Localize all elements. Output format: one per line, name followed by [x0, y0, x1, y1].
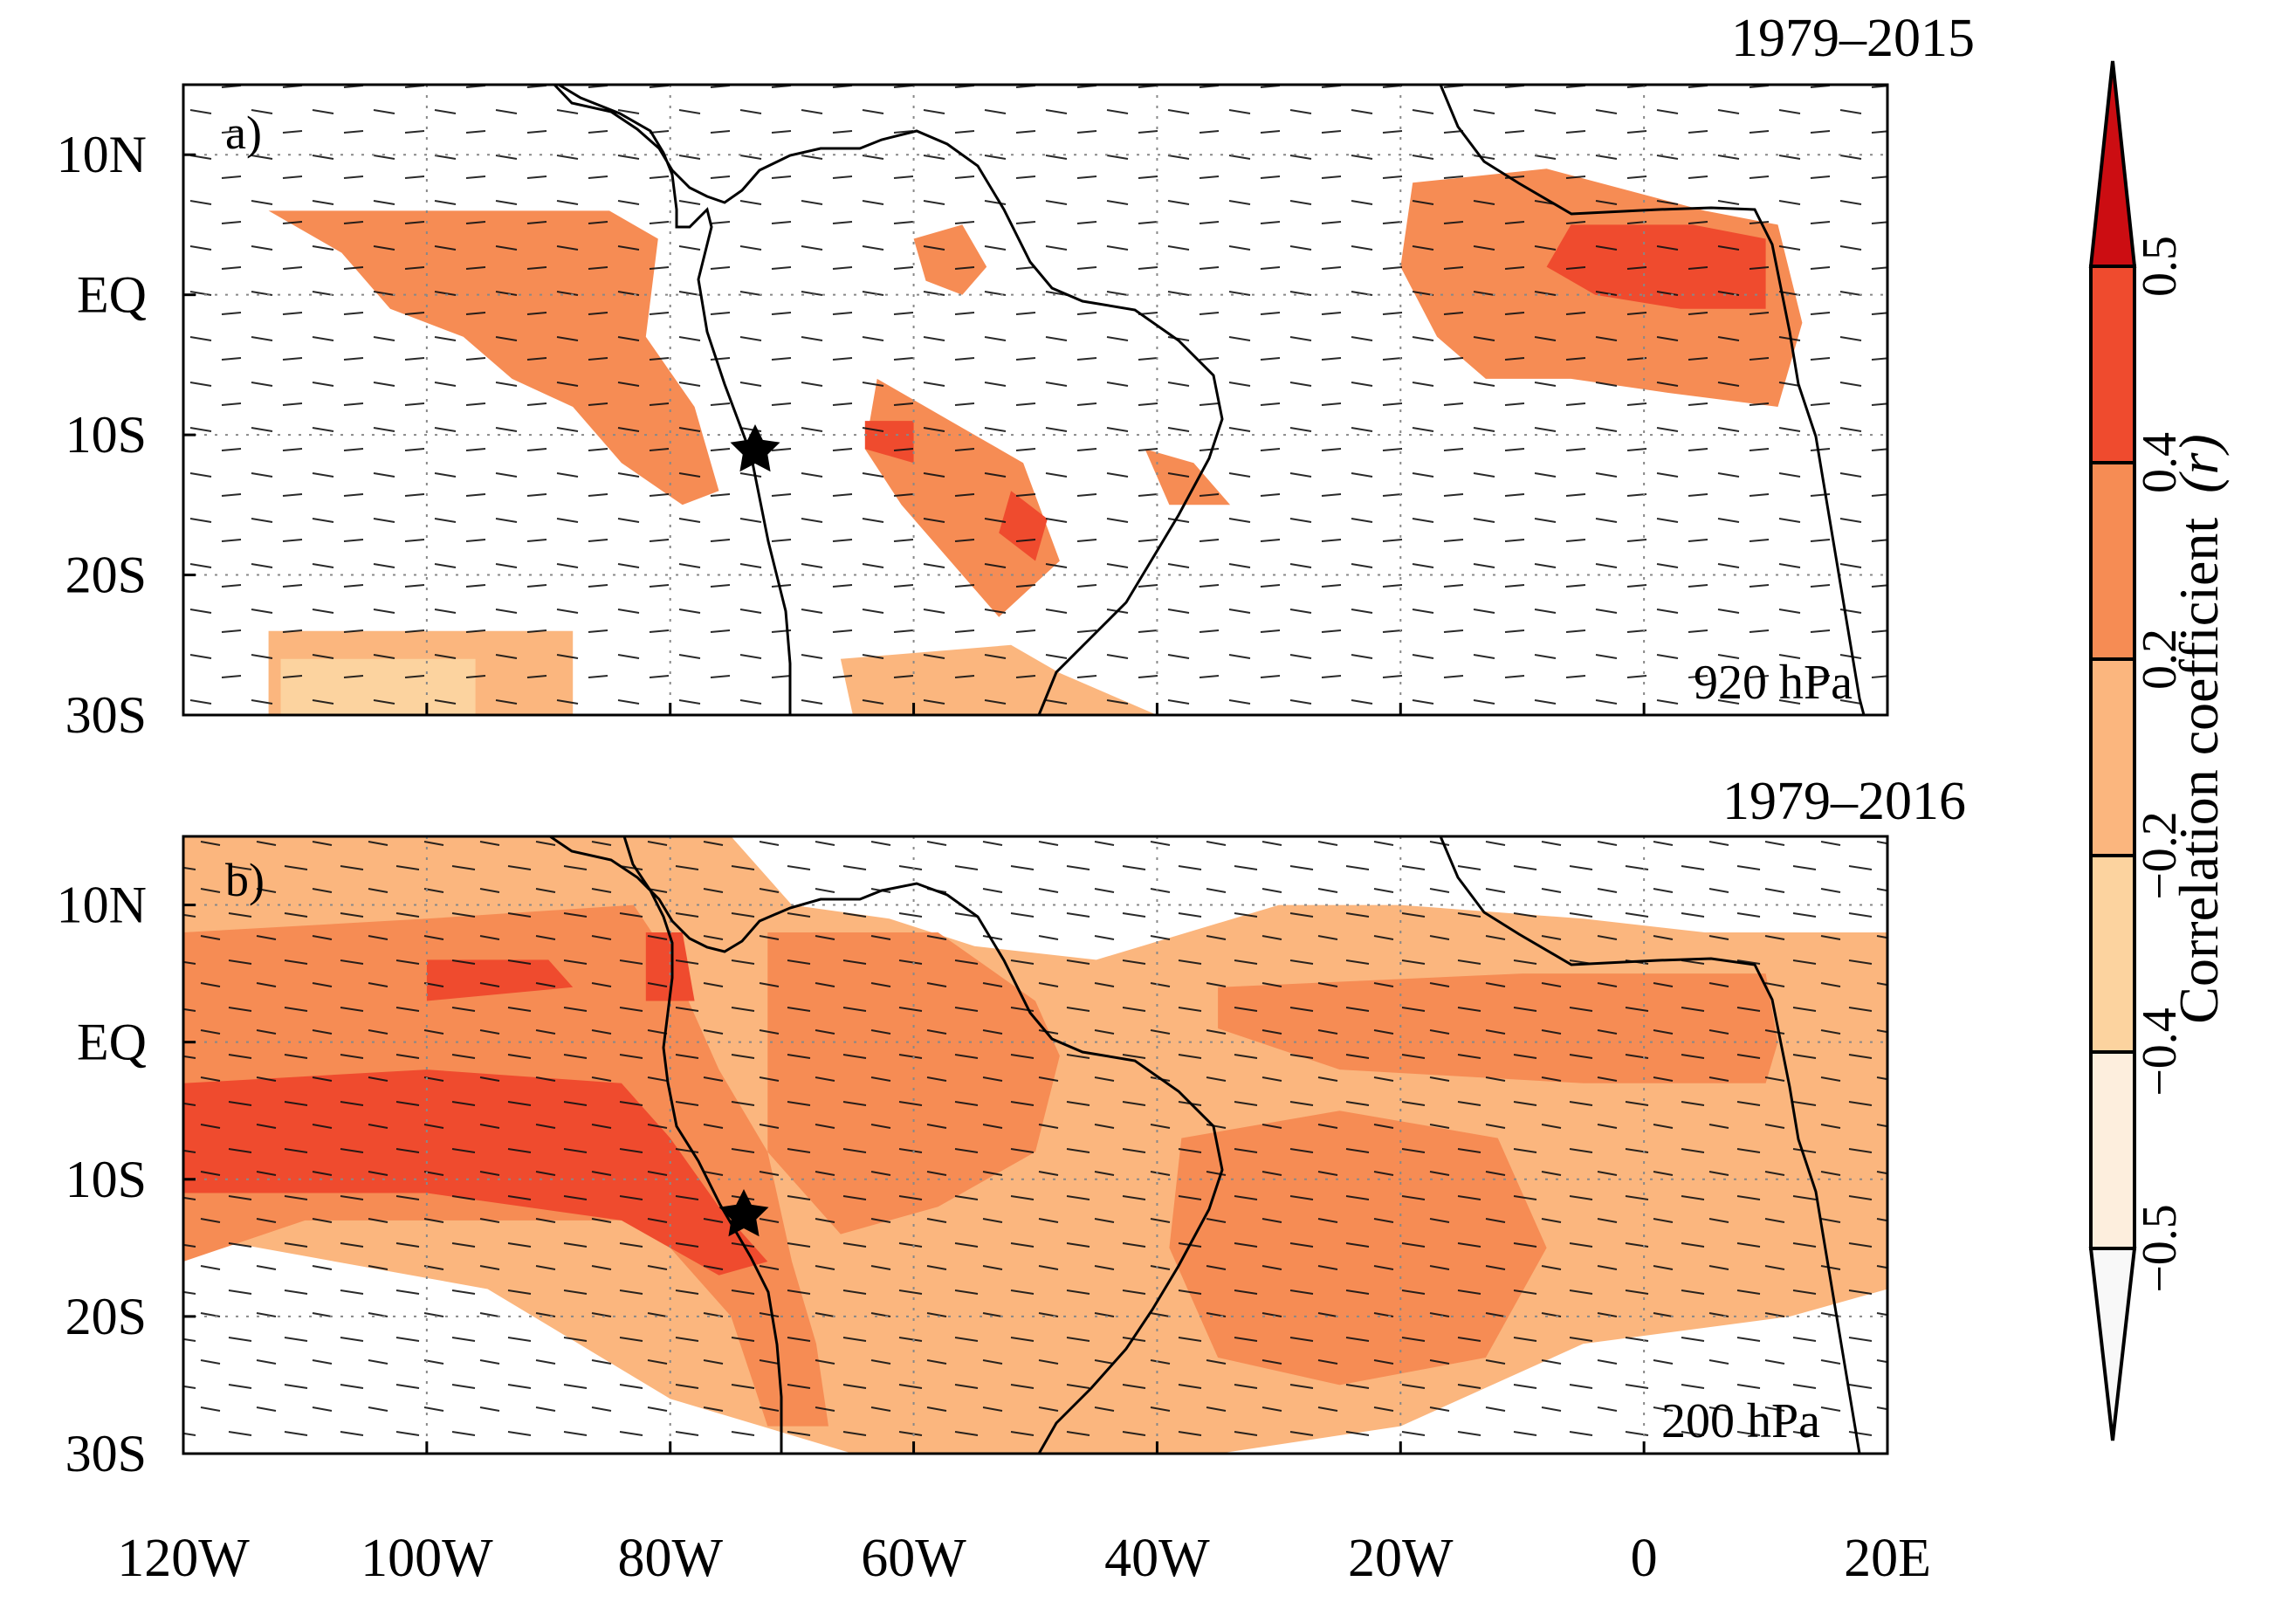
panel-a-coastline: [553, 83, 1866, 716]
panel-b-level: 200 hPa: [1661, 1394, 1820, 1448]
panel-a-frame: [182, 83, 1889, 717]
lat-tick-label: 10N: [57, 126, 147, 183]
colorbar-bins: [2088, 60, 2137, 1441]
lon-tick-label: 100W: [361, 1529, 493, 1588]
colorbar-bin: [2089, 265, 2136, 464]
lat-tick-label: 10S: [65, 1151, 147, 1208]
lon-tick-label: 20W: [1348, 1529, 1454, 1588]
lon-tick-label: 80W: [617, 1529, 723, 1588]
panel-b-frame: [182, 835, 1889, 1455]
lon-tick-label: 0: [1631, 1529, 1658, 1588]
panel-a: a) 1979–2015 920 hPa 10N EQ 10S 20S 30S: [57, 9, 1975, 744]
colorbar-bin: [2089, 657, 2136, 857]
colorbar-tick-label: 0.5: [2133, 236, 2187, 297]
colorbar-bin: [2089, 1050, 2136, 1250]
lat-tick-label: 30S: [65, 1425, 147, 1482]
panel-a-level: 920 hPa: [1694, 656, 1853, 710]
colorbar-bin: [2088, 60, 2137, 268]
colorbar-tick-label: 0.2: [2133, 629, 2187, 690]
colorbar-tick-label: −0.2: [2133, 811, 2187, 900]
panel-b-period: 1979–2016: [1722, 772, 1966, 831]
lon-axis-labels: 120W 100W 80W 60W 40W 20W 0 20E: [117, 1529, 1931, 1588]
panel-b-lat-labels: 10N EQ 10S 20S 30S: [57, 877, 147, 1482]
colorbar: −0.5 −0.4 −0.2 0.2 0.4 0.5 Correlation coeffi…: [2088, 60, 2230, 1441]
panel-b-wind-vectors: [183, 836, 1887, 1454]
panel-b-coastline: [549, 835, 1861, 1454]
colorbar-tick-label: 0.4: [2133, 432, 2187, 493]
lat-tick-label: EQ: [77, 1014, 147, 1071]
lon-tick-label: 60W: [861, 1529, 966, 1588]
colorbar-tick-labels: −0.5 −0.4 −0.2 0.2 0.4 0.5: [2133, 236, 2187, 1293]
lat-tick-label: 20S: [65, 547, 147, 604]
lat-tick-label: 10N: [57, 877, 147, 934]
colorbar-title: Correlation coefficient(r): [2168, 434, 2230, 1023]
panel-a-label: a): [225, 107, 262, 159]
panel-a-lat-labels: 10N EQ 10S 20S 30S: [57, 126, 147, 744]
lon-tick-label: 120W: [117, 1529, 250, 1588]
panel-a-wind-vectors: [183, 85, 1887, 715]
lon-tick-label: 40W: [1104, 1529, 1210, 1588]
colorbar-bin: [2088, 1247, 2137, 1441]
panel-b: b) 1979–2016 200 hPa 10N EQ 10S 20S 30S: [57, 772, 1966, 1482]
lat-tick-label: EQ: [77, 266, 147, 324]
panel-b-label: b): [225, 854, 265, 906]
lat-tick-label: 30S: [65, 686, 147, 744]
colorbar-bin: [2089, 854, 2136, 1054]
lat-tick-label: 20S: [65, 1288, 147, 1345]
colorbar-bin: [2089, 461, 2136, 661]
lat-tick-label: 10S: [65, 406, 147, 464]
colorbar-tick-label: −0.5: [2133, 1204, 2187, 1293]
lon-tick-label: 20E: [1844, 1529, 1931, 1588]
colorbar-tick-label: −0.4: [2133, 1007, 2187, 1097]
panel-a-period: 1979–2015: [1731, 9, 1975, 68]
